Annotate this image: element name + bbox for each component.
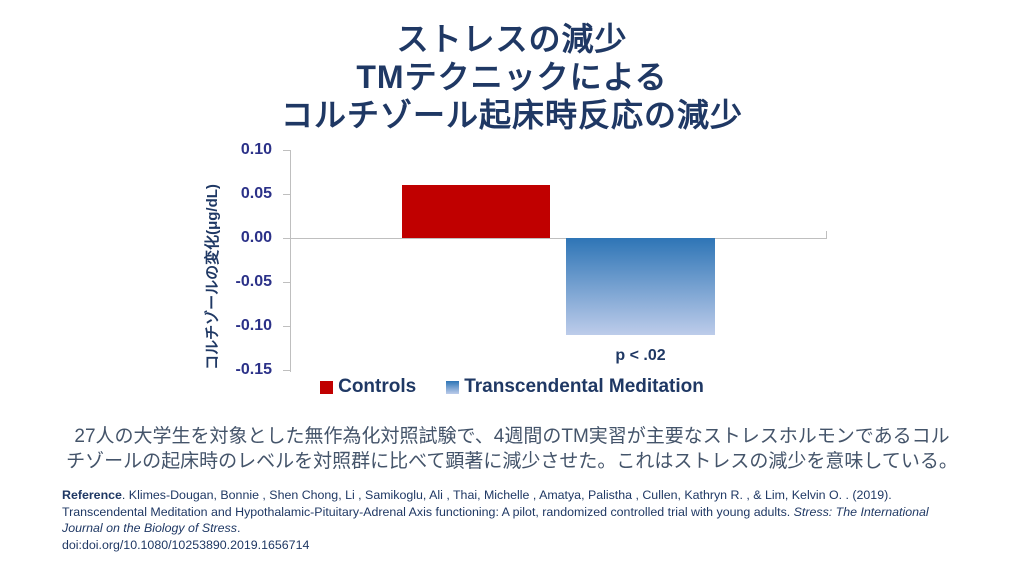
y-tick-label: -0.15	[235, 361, 272, 378]
plot-area: p < .02	[283, 149, 827, 372]
y-tick-mark	[283, 237, 290, 239]
y-tick-label: 0.10	[240, 141, 272, 158]
y-tick-label: -0.10	[235, 317, 272, 334]
y-tick-label: -0.05	[235, 273, 272, 290]
axis-end-tick	[826, 231, 827, 238]
slide-title-line-1: ストレスの減少	[396, 21, 628, 57]
slide-title-line-2: TMテクニックによる	[356, 59, 668, 95]
y-tick-mark	[283, 193, 290, 195]
legend: Controls Transcendental Meditation	[0, 376, 1024, 398]
legend-item-controls: Controls	[320, 376, 416, 398]
legend-swatch-controls-icon	[320, 380, 334, 394]
summary-line-2: チゾールの起床時のレベルを対照群に比べて顕著に減少させた。これはストレスの減少を…	[66, 451, 958, 472]
y-tick-label: 0.05	[240, 185, 272, 202]
legend-label-controls: Controls	[338, 376, 417, 397]
bar	[566, 238, 715, 335]
slide-title-line-3: コルチゾール起床時反応の減少	[280, 97, 743, 133]
zero-line	[290, 237, 827, 239]
reference-journal: Stress: The International Journal on the…	[62, 504, 929, 536]
y-axis-line	[290, 150, 291, 372]
legend-label-tm: Transcendental Meditation	[464, 376, 704, 397]
y-tick-mark	[283, 325, 290, 327]
y-tick-mark	[283, 281, 290, 283]
reference-authors: . Klimes-Dougan, Bonnie , Shen Chong, Li…	[62, 488, 892, 519]
summary-text: 27人の大学生を対象とした無作為化対照試験で、4週間のTM実習が主要なストレスホ…	[40, 424, 984, 474]
reference-text: Reference. Klimes-Dougan, Bonnie , Shen …	[62, 487, 967, 553]
bar	[402, 185, 550, 238]
y-tick-label: 0.00	[240, 229, 272, 246]
legend-item-tm: Transcendental Meditation	[446, 376, 704, 398]
y-tick-mark	[283, 149, 290, 151]
reference-doi: doi:doi.org/10.1080/10253890.2019.165671…	[62, 537, 310, 552]
legend-swatch-tm-icon	[446, 380, 460, 394]
reference-label: Reference	[62, 488, 122, 502]
p-value-annotation: p < .02	[615, 347, 666, 364]
y-tick-labels: 0.10 0.05 0.00 -0.05 -0.10 -0.15	[182, 141, 272, 378]
summary-line-1: 27人の大学生を対象とした無作為化対照試験で、4週間のTM実習が主要なストレスホ…	[74, 426, 950, 447]
reference-period: .	[236, 521, 241, 535]
y-tick-mark	[283, 369, 290, 371]
slide-title: ストレスの減少 TMテクニックによる コルチゾール起床時反応の減少	[0, 20, 1024, 134]
